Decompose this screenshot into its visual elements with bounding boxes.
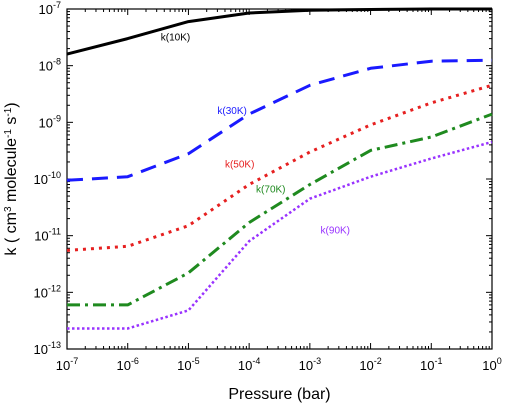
series-label: k(90K) (321, 225, 350, 236)
series-label: k(10K) (161, 32, 190, 43)
plot-frame (66, 8, 493, 350)
y-tick-label: 10-8 (39, 57, 61, 74)
y-tick-label: 10-9 (39, 113, 61, 130)
x-tick-label: 100 (482, 356, 501, 373)
x-tick-label: 10-5 (177, 356, 199, 373)
x-axis-title: Pressure (bar) (228, 386, 330, 403)
series-line-k30k (66, 58, 493, 182)
series-line-k10k (66, 7, 492, 56)
x-tick-label: 10-4 (238, 356, 260, 373)
y-tick-label: 10-12 (34, 283, 61, 300)
series-labels: k(10K) k(30K) k(50K) k(70K) k(90K) (161, 32, 350, 236)
y-tick-label: 10-13 (34, 340, 61, 357)
series-label: k(70K) (256, 184, 285, 195)
x-tick-label: 10-2 (359, 356, 381, 373)
y-tick-label: 10-7 (39, 0, 61, 17)
x-tick-label: 10-3 (299, 356, 321, 373)
plot-area-border (66, 8, 493, 350)
series-line-k90k (67, 140, 493, 330)
y-tick-label: 10-10 (34, 170, 61, 187)
x-tick-label: 10-7 (56, 356, 78, 373)
x-tick-label: 10-1 (420, 356, 442, 373)
series-label: k(30K) (217, 106, 246, 117)
series-label: k(50K) (225, 159, 254, 170)
y-axis: 10-13 10-12 10-11 10-10 10-9 10-8 10-7 (34, 0, 492, 357)
y-axis-title: k ( cm3 molecule-1 s-1) (3, 102, 21, 255)
series-layer (66, 7, 493, 330)
series-line-k50k (66, 83, 493, 252)
series-line-k70k (67, 112, 493, 307)
y-tick-label: 10-11 (34, 227, 61, 244)
x-tick-label: 10-6 (116, 356, 138, 373)
